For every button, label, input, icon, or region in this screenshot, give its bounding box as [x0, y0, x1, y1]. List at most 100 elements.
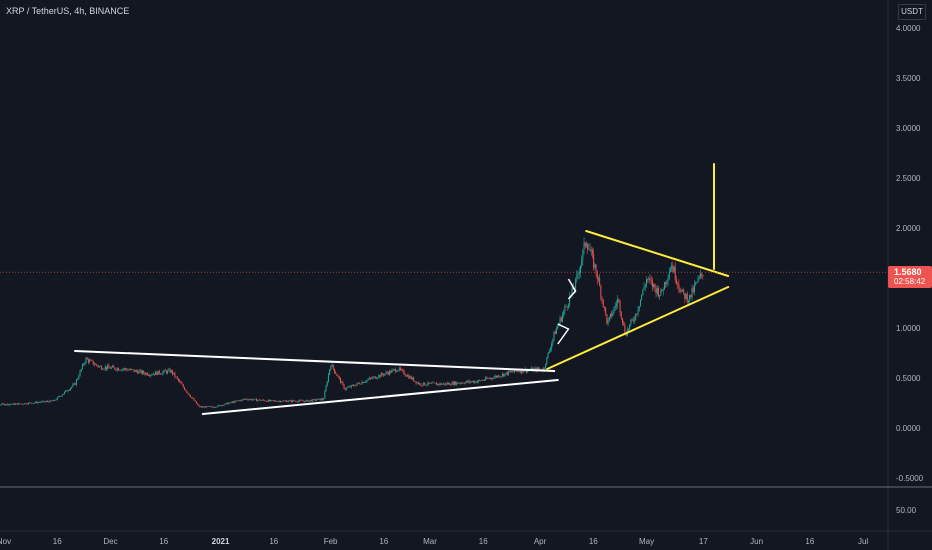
symbol-title[interactable]: XRP / TetherUS, 4h, BINANCE [6, 6, 130, 16]
last-price-value: 1.5680 [894, 267, 922, 277]
candle-body [702, 274, 704, 277]
yellow-upper-trendline[interactable] [585, 230, 730, 277]
candle-body [426, 384, 428, 386]
candle-body [637, 309, 639, 314]
candle-body [447, 383, 449, 385]
candle-body [410, 376, 412, 380]
candle-body [281, 401, 283, 403]
candle-body [659, 295, 661, 297]
candle-body [416, 382, 418, 384]
candle-body [144, 373, 146, 375]
candle-body [254, 398, 256, 400]
candle-body [149, 375, 151, 376]
candle-body [171, 370, 173, 375]
price-tick-label: 3.5000 [896, 74, 921, 83]
pennant-drawing[interactable] [567, 278, 577, 300]
candle-body [331, 364, 333, 367]
candle-body [603, 306, 605, 308]
candle-body [320, 398, 322, 401]
candle-body [122, 369, 124, 370]
candle-body [623, 323, 625, 325]
candle-body [138, 371, 140, 374]
candle-body [311, 400, 313, 402]
candle-body [491, 377, 493, 379]
candle-body [17, 403, 19, 405]
time-tick-label: Nov [0, 537, 12, 546]
candle-body [372, 377, 374, 379]
white-lower-trendline[interactable] [201, 379, 559, 415]
candle-body [405, 375, 407, 377]
candle-body [101, 366, 103, 370]
candle-body [459, 383, 461, 384]
candle-body [408, 375, 410, 379]
candle-body [98, 366, 100, 367]
candle-body [183, 387, 185, 390]
candle-body [36, 401, 38, 404]
trendlines [0, 163, 888, 415]
candle-body [80, 368, 82, 371]
candle-body [242, 399, 244, 400]
candle-body [95, 364, 97, 365]
candle-body [609, 313, 611, 317]
candle-body [197, 403, 199, 405]
candle-body [569, 295, 571, 305]
white-upper-trendline[interactable] [74, 350, 556, 372]
candle-body [245, 398, 247, 400]
candle-body [614, 305, 616, 308]
candle-body [672, 265, 674, 272]
candle-body [497, 375, 499, 378]
candle-body [338, 376, 340, 379]
candle-body [608, 316, 610, 321]
candle-body [374, 376, 376, 379]
candle-body [45, 401, 47, 402]
candle-body [237, 400, 239, 402]
candle-body [701, 273, 703, 275]
yellow-lower-trendline[interactable] [546, 286, 730, 370]
candle-body [48, 401, 50, 403]
candle-body [380, 373, 382, 377]
currency-button[interactable]: USDT [898, 4, 926, 20]
time-tick-label: 16 [588, 537, 598, 546]
candle-body [344, 388, 346, 390]
candle-body [683, 289, 685, 294]
candle-body [619, 300, 621, 313]
candle-body [117, 368, 119, 371]
candle-body [545, 364, 547, 368]
candle-body [29, 402, 31, 404]
candle-body [31, 403, 33, 404]
candle-body [354, 385, 356, 387]
pennant-drawing[interactable] [557, 323, 570, 345]
candle-body [176, 376, 178, 379]
candle-body [339, 378, 341, 383]
candle-body [21, 403, 23, 405]
candle-body [204, 406, 206, 408]
candle-body [140, 370, 142, 374]
candle-body [572, 287, 574, 291]
candle-body [456, 382, 458, 385]
candle-body [645, 279, 647, 286]
candle-body [323, 398, 325, 400]
candle-body [500, 375, 502, 377]
candle-body [452, 382, 454, 385]
candle-body [363, 382, 365, 383]
candle-body [145, 372, 147, 375]
candle-body [631, 319, 633, 321]
price-tick-label: -0.5000 [896, 474, 924, 483]
candle-body [13, 403, 15, 405]
candle-body [642, 289, 644, 296]
candle-body [417, 382, 419, 385]
candle-body [498, 375, 500, 378]
candle-body [81, 364, 83, 369]
candle-body [63, 391, 65, 394]
candle-body [444, 383, 446, 385]
candle-body [253, 398, 255, 400]
candle-body [451, 382, 453, 385]
candle-body [333, 368, 335, 373]
candle-body [290, 400, 292, 402]
candle-body [438, 383, 440, 385]
candle-body [267, 399, 269, 402]
candle-body [503, 373, 505, 377]
candle-body [169, 369, 171, 373]
chart-area[interactable] [0, 0, 888, 550]
